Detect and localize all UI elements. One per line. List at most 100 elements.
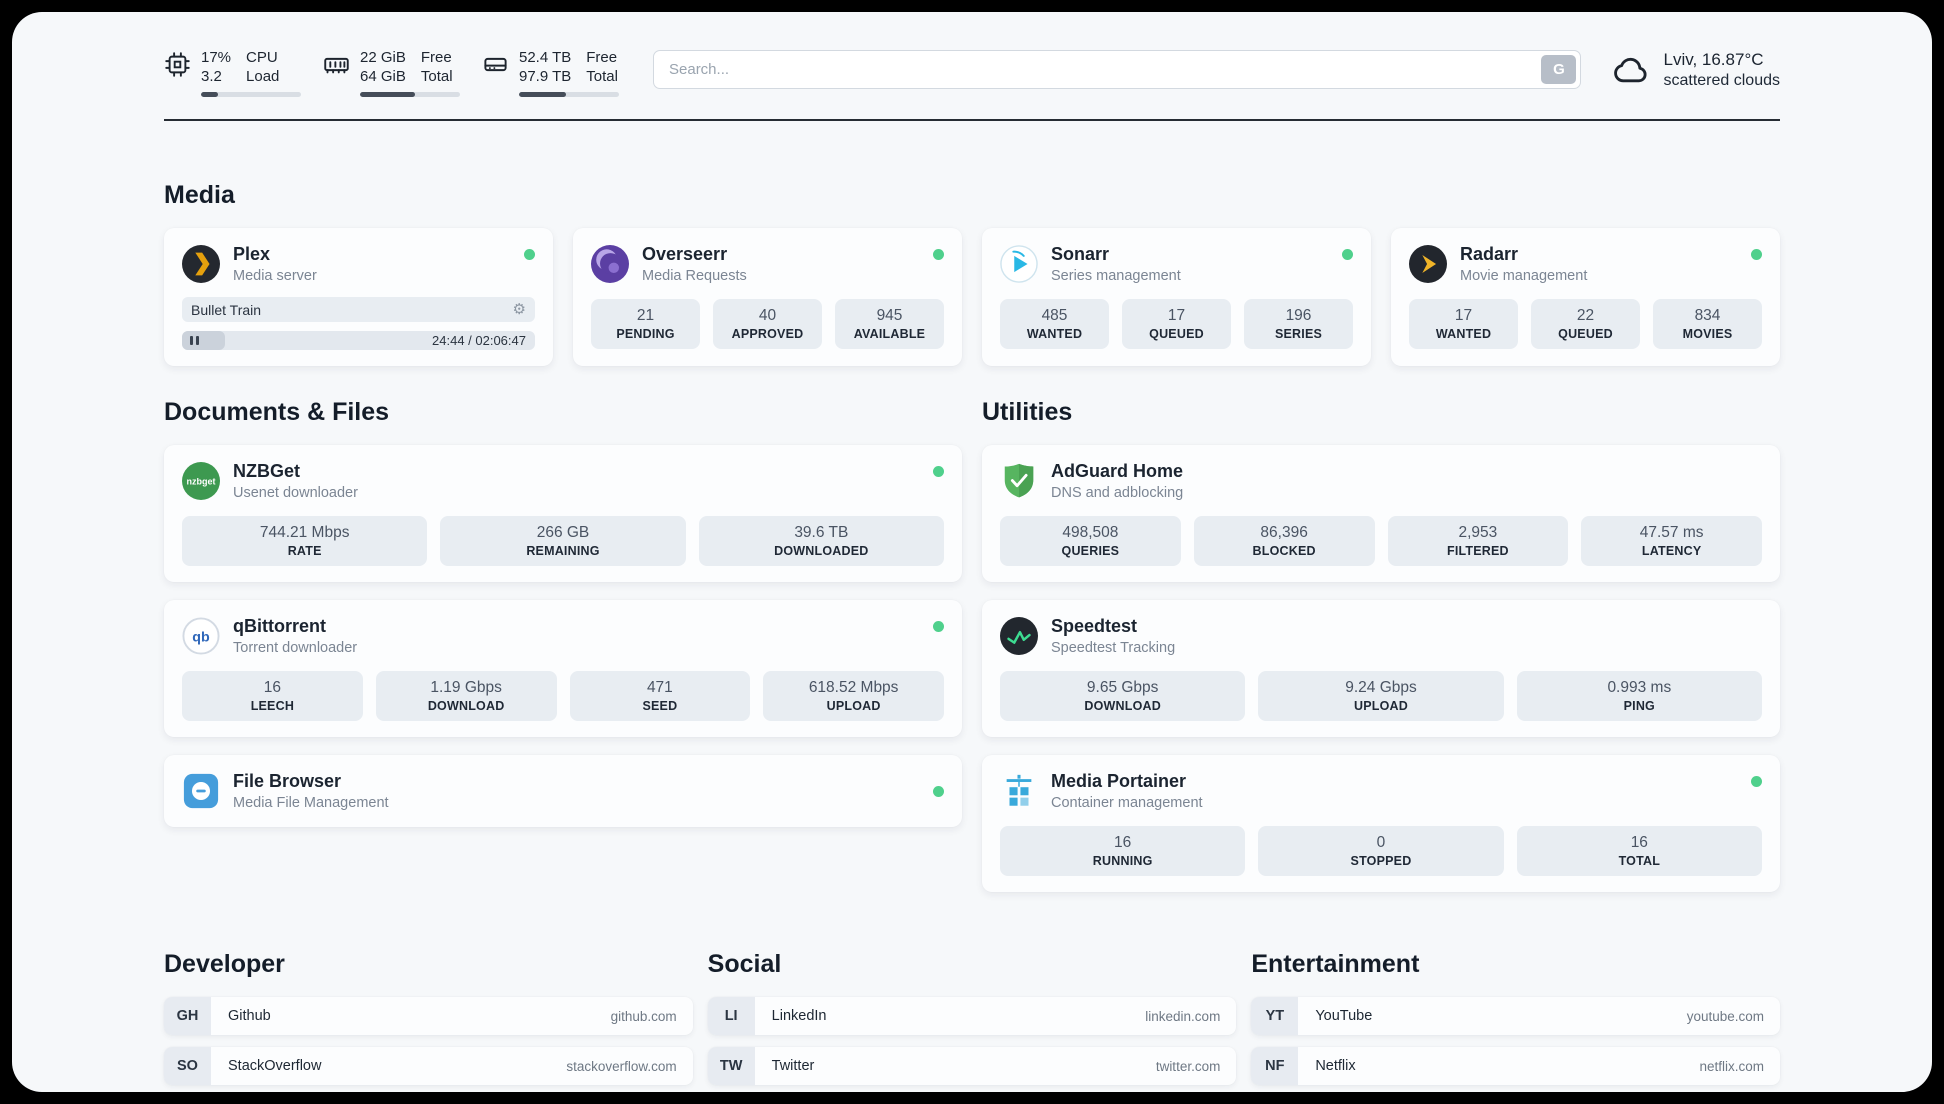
stat-blocked: 86,396 BLOCKED: [1193, 516, 1375, 566]
service-subtitle: Speedtest Tracking: [1051, 640, 1176, 656]
ram-total-label: Total: [420, 68, 453, 85]
status-online-dot: [1751, 249, 1762, 260]
service-subtitle: Movie management: [1460, 268, 1588, 284]
stat-approved: 40 APPROVED: [713, 299, 822, 349]
disk-free-label: Free: [586, 49, 618, 66]
bookmark-url: netflix.com: [1699, 1058, 1764, 1074]
stat-leech: 16 LEECH: [182, 671, 363, 721]
status-online-dot: [1342, 249, 1353, 260]
bookmark-twitter[interactable]: TW Twitter twitter.com: [707, 1047, 1237, 1085]
service-card-sonarr[interactable]: Sonarr Series management 485 WANTED 17 Q…: [982, 228, 1371, 366]
status-online-dot: [933, 466, 944, 477]
now-playing-bar: Bullet Train ⚙: [182, 297, 535, 322]
ram-monitor: 22 GiB 64 GiB Free Total: [323, 48, 460, 97]
stat-pending: 21 PENDING: [591, 299, 700, 349]
stat-ping: 0.993 ms PING: [1516, 671, 1762, 721]
disk-monitor: 52.4 TB 97.9 TB Free Total: [482, 48, 619, 97]
stat-upload: 9.24 Gbps UPLOAD: [1258, 671, 1504, 721]
pause-button[interactable]: [182, 331, 225, 350]
status-online-dot: [933, 621, 944, 632]
stat-download: 9.65 Gbps DOWNLOAD: [1000, 671, 1246, 721]
weather-widget: Lviv, 16.87°C scattered clouds: [1611, 50, 1780, 90]
cpu-usage-bar: [201, 92, 301, 97]
ram-values: 22 GiB 64 GiB: [360, 48, 406, 86]
status-online-dot: [1751, 776, 1762, 787]
section-social: Social LI LinkedIn linkedin.com TW Twitt…: [707, 950, 1237, 1092]
disk-free-value: 52.4 TB: [519, 49, 572, 66]
service-name: Radarr: [1460, 244, 1519, 264]
service-name: Media Portainer: [1051, 771, 1187, 791]
overseerr-icon: [591, 245, 629, 283]
svg-text:nzbget: nzbget: [186, 476, 215, 486]
service-card-nzbget[interactable]: nzbget NZBGet Usenet downloader 744.21 M…: [164, 445, 962, 582]
search-input[interactable]: [653, 50, 1582, 89]
bookmark-name: Github: [228, 1008, 271, 1024]
portainer-icon: [1000, 772, 1038, 810]
service-card-portainer[interactable]: Media Portainer Container management 16 …: [982, 755, 1780, 892]
bookmark-name: Netflix: [1315, 1058, 1356, 1074]
bookmark-linkedin[interactable]: LI LinkedIn linkedin.com: [707, 997, 1237, 1035]
stat-filtered: 2,953 FILTERED: [1387, 516, 1569, 566]
header-divider: [164, 119, 1780, 121]
bookmark-abbr: TW: [707, 1047, 755, 1085]
service-card-adguard[interactable]: AdGuard Home DNS and adblocking 498,508 …: [982, 445, 1780, 582]
service-card-plex[interactable]: Plex Media server Bullet Train ⚙ 24:44 /…: [164, 228, 553, 366]
bookmark-name: LinkedIn: [771, 1008, 827, 1024]
section-media: Media Plex Media server Bullet Train: [164, 181, 1780, 366]
stat-rate: 744.21 Mbps RATE: [182, 516, 428, 566]
bookmark-url: twitter.com: [1155, 1058, 1221, 1074]
service-card-qbittorrent[interactable]: qb qBittorrent Torrent downloader 16 LEE…: [164, 600, 962, 737]
stat-latency: 47.57 ms LATENCY: [1581, 516, 1762, 566]
status-online-dot: [933, 249, 944, 260]
bookmark-youtube[interactable]: YT YouTube youtube.com: [1251, 997, 1780, 1035]
search-engine-button[interactable]: G: [1541, 55, 1577, 84]
service-card-filebrowser[interactable]: File Browser Media File Management: [164, 755, 962, 827]
cpu-icon: [164, 51, 191, 78]
stat-seed: 471 SEED: [569, 671, 751, 721]
disk-total-value: 97.9 TB: [519, 68, 572, 85]
qbittorrent-icon: qb: [182, 617, 220, 655]
stat-remaining: 266 GB REMAINING: [440, 516, 686, 566]
cpu-labels: CPU Load: [246, 48, 279, 86]
service-subtitle: Media Requests: [642, 268, 747, 284]
bookmark-url: github.com: [610, 1008, 677, 1024]
bookmark-name: YouTube: [1315, 1008, 1373, 1024]
service-name: AdGuard Home: [1051, 461, 1184, 481]
stat-wanted: 485 WANTED: [1000, 299, 1109, 349]
section-title-developer: Developer: [164, 950, 285, 978]
dashboard-root: 17% 3.2 CPU Load: [12, 12, 1932, 1092]
service-name: Sonarr: [1051, 244, 1110, 264]
ram-icon: [323, 51, 350, 78]
settings-gear-icon[interactable]: ⚙: [512, 301, 526, 318]
player-progress[interactable]: 24:44 / 02:06:47: [182, 331, 535, 350]
plex-icon: [182, 245, 220, 283]
stat-downloaded: 39.6 TB DOWNLOADED: [698, 516, 944, 566]
service-name: Speedtest: [1051, 616, 1138, 636]
stat-stopped: 0 STOPPED: [1258, 826, 1504, 876]
cpu-load-value: 3.2: [201, 68, 222, 85]
ram-free-value: 22 GiB: [360, 49, 406, 66]
search: G: [653, 50, 1582, 89]
cpu-percent: 17%: [201, 49, 232, 66]
section-title-utilities: Utilities: [982, 398, 1073, 426]
service-subtitle: Container management: [1051, 795, 1203, 811]
stat-queued: 22 QUEUED: [1531, 299, 1640, 349]
bookmark-netflix[interactable]: NF Netflix netflix.com: [1251, 1047, 1780, 1085]
section-title-social: Social: [707, 950, 782, 978]
service-subtitle: Usenet downloader: [233, 485, 358, 501]
bookmark-github[interactable]: GH Github github.com: [164, 997, 693, 1035]
stat-available: 945 AVAILABLE: [835, 299, 944, 349]
stat-wanted: 17 WANTED: [1409, 299, 1518, 349]
service-card-radarr[interactable]: Radarr Movie management 17 WANTED 22 QUE…: [1391, 228, 1780, 366]
service-card-speedtest[interactable]: Speedtest Speedtest Tracking 9.65 Gbps D…: [982, 600, 1780, 737]
svg-text:qb: qb: [192, 630, 210, 646]
cpu-label: CPU: [246, 49, 278, 66]
service-subtitle: Torrent downloader: [233, 640, 358, 656]
bookmark-url: youtube.com: [1686, 1008, 1764, 1024]
service-card-overseerr[interactable]: Overseerr Media Requests 21 PENDING 40 A…: [573, 228, 962, 366]
service-name: File Browser: [233, 771, 342, 791]
status-online-dot: [524, 249, 535, 260]
bookmark-url: linkedin.com: [1145, 1008, 1221, 1024]
bookmark-stackoverflow[interactable]: SO StackOverflow stackoverflow.com: [164, 1047, 693, 1085]
stat-download: 1.19 Gbps DOWNLOAD: [375, 671, 557, 721]
